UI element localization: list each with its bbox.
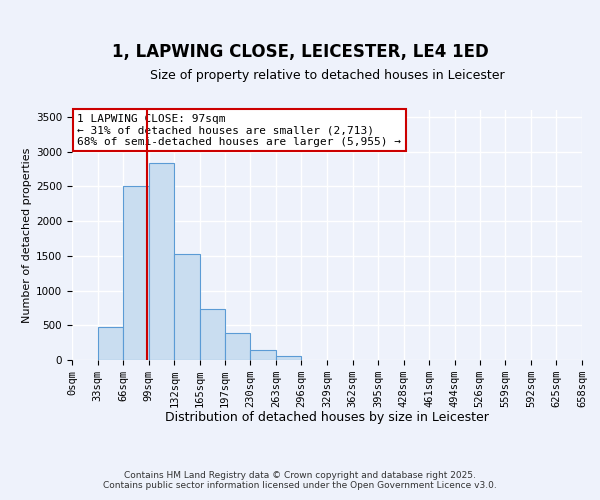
Bar <box>225 333 250 360</box>
Text: 1, LAPWING CLOSE, LEICESTER, LE4 1ED: 1, LAPWING CLOSE, LEICESTER, LE4 1ED <box>112 44 488 62</box>
Text: 1 LAPWING CLOSE: 97sqm
← 31% of detached houses are smaller (2,713)
68% of semi-: 1 LAPWING CLOSE: 97sqm ← 31% of detached… <box>77 114 401 147</box>
X-axis label: Distribution of detached houses by size in Leicester: Distribution of detached houses by size … <box>165 412 489 424</box>
Bar <box>98 326 123 360</box>
Text: Contains public sector information licensed under the Open Government Licence v3: Contains public sector information licen… <box>103 482 497 490</box>
Bar <box>123 186 149 360</box>
Title: Size of property relative to detached houses in Leicester: Size of property relative to detached ho… <box>149 70 505 82</box>
Text: Contains HM Land Registry data © Crown copyright and database right 2025.: Contains HM Land Registry data © Crown c… <box>124 472 476 480</box>
Bar <box>200 308 226 360</box>
Bar <box>250 350 276 360</box>
Bar <box>149 163 174 360</box>
Y-axis label: Number of detached properties: Number of detached properties <box>22 148 32 322</box>
Bar <box>276 356 301 360</box>
Bar <box>175 254 200 360</box>
